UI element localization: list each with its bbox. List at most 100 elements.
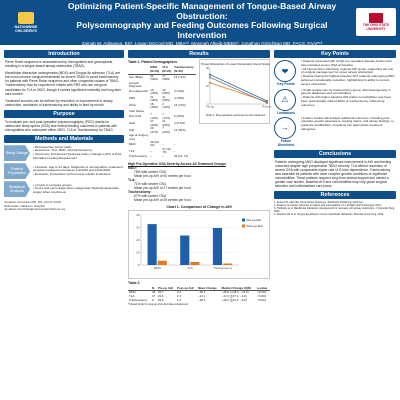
table2-note: *Closed circle for post-op pSG AHI data … — [128, 303, 189, 307]
table-cell: 29.6 — [157, 297, 164, 302]
table-row: Tracheostomy – –63 (21, 74) — [128, 155, 196, 159]
intro-heading: Introduction — [4, 50, 124, 58]
chart1-x-tick: TLA — [187, 266, 193, 270]
contact-line2: Nationwide Children's Hospital — [4, 203, 45, 208]
chart1-y-tick: 40 — [136, 213, 140, 217]
table-cell: – — [174, 141, 176, 146]
table-cell: 2 (10%) — [162, 101, 170, 109]
chart2-svg: Preop Distraction of Lower Respiratory E… — [201, 62, 272, 117]
key-points-heading: Key Points — [274, 50, 396, 58]
table-header-cell — [128, 65, 150, 75]
table-cell: 15 (28%) — [150, 87, 159, 96]
chart1-title: Chart 1. Comparison of Change in AHI — [166, 204, 232, 209]
table-cell: 3 (14%) — [174, 89, 185, 94]
table-cell: – — [162, 141, 164, 146]
table-cell: −26.5 (∑31.0, −9.0) — [221, 297, 247, 302]
chart2-caption: Chart 2. Post-operative outcomes by time… — [206, 113, 266, 117]
table-cell: Sex (Male) — [129, 75, 143, 80]
highlight-heading: High Pre-Operative OSA Severity Across A… — [128, 161, 226, 166]
table-row: Non-Cleft 7 (13%) 7 (17%) 6 (43%) — [128, 113, 196, 120]
purpose-heading: Purpose — [4, 109, 124, 118]
table-cell: 27 (43%) — [150, 119, 159, 127]
table-cell: <0.001 — [257, 294, 267, 299]
method-item: Exposures: TLA, MDO, and tracheostomy — [33, 149, 124, 153]
intro-p2: Mandibular distraction osteogenesis (MDO… — [5, 71, 122, 96]
table-cell: 9 — [151, 297, 154, 302]
table-header-row: MDO (N=54) TLA (N=22) Tracheostomy (N=22) — [128, 65, 196, 75]
method-chip: Study Design — [4, 145, 30, 162]
table-cell: 39 (29, 62) — [150, 140, 160, 148]
reference-item: 2. Abello et al. Airway outcomes in infa… — [274, 204, 382, 208]
key-point-item: Despite having the highest baseline AHI,… — [301, 74, 396, 86]
table-cell: Soft — [129, 127, 135, 132]
table-cell: – — [150, 148, 152, 153]
chart2-y-tick: 40 — [206, 66, 209, 70]
chart2-point — [209, 81, 211, 84]
table-header-cell: Post-op AHI — [176, 285, 197, 292]
intro-p3: Treatment success can be defined by reso… — [5, 98, 113, 107]
key-point-label: Key Points — [277, 82, 295, 86]
table-cell: Tracheostomy — [129, 297, 148, 302]
table-cell: MDO — [129, 141, 136, 146]
method-item: Outcomes: Full Apnea Hypopnea Index, Cha… — [33, 152, 124, 161]
table-cell: 21 (39%) — [150, 94, 159, 102]
chart1-bar — [212, 227, 223, 265]
key-point-row: →Future DirectionsFurther studies will a… — [274, 116, 396, 147]
key-point-row: ⚠LimitationsSmall sample size for trache… — [274, 88, 396, 115]
logo-right-mark-icon — [369, 12, 383, 23]
logo-mark-icon — [18, 11, 34, 24]
tla-label: TLA: — [128, 177, 136, 182]
table-header-cell — [128, 285, 151, 292]
table-cell: 17 — [151, 294, 156, 299]
table-cell: PRS — [129, 96, 135, 101]
table-cell: −28.4 — [198, 297, 206, 302]
table1-caption: Table 1. Patient Demographics — [128, 60, 178, 64]
chart2-point — [209, 76, 211, 79]
table-cell: Tracheostomy — [129, 154, 148, 159]
chart2-series-line — [209, 74, 268, 102]
chart1-y-tick: 10 — [136, 250, 140, 254]
mdo-line2: Mean pre-op AHI of 50 events per hour — [134, 173, 191, 178]
table-header-cell: N — [150, 285, 157, 292]
table-cell: −17.0 (∑27.0, −9.0) — [221, 294, 247, 299]
key-points-list: ❤Key PointsPatients presented with a hig… — [274, 59, 396, 147]
table-cell: −29.3 — [198, 290, 206, 295]
method-text: Retrospective cohort studyExposures: TLA… — [30, 145, 124, 161]
table-cell: 13 (59%) — [162, 87, 170, 96]
table-row: TLA –47 (32, 79) – — [128, 147, 196, 155]
table-header-row: N Pre-op AHI Post-op AHI Mean Change Median … — [128, 285, 270, 292]
method-row: Statistical Analysisχ² tests to compare … — [4, 181, 124, 198]
method-row: Study DesignRetrospective cohort studyEx… — [4, 145, 124, 162]
table-row: MDO 36 32.7 3.4 −29.3 −26.5 (∔45.1, −12.9) <0.… — [128, 291, 270, 295]
table-cell: 7 (13%) — [150, 112, 159, 120]
key-point-item: All interventions effectively reduced AH… — [301, 67, 396, 76]
method-chip: Patient Population — [4, 163, 30, 180]
chart1-bar — [147, 223, 157, 265]
chart1-legend-label: Pre-op AHI — [247, 218, 262, 222]
table-cell: Hard — [129, 120, 136, 125]
table-cell: <0.001 — [257, 297, 267, 302]
nationwide-childrens-logo: NATIONWIDE CHILDREN'S — [4, 8, 48, 36]
trach-line1: 67% with severe OSA — [134, 193, 167, 198]
chart1-legend-swatch — [242, 224, 245, 228]
methods-heading: Methods and Materials — [4, 135, 124, 144]
table-cell: Genetic Diagnosis — [129, 80, 142, 89]
chart1-bar — [180, 235, 190, 265]
chart2-point — [209, 73, 211, 76]
chart2-series-line — [209, 76, 268, 104]
table-row: Soft 20 (37%) 7 (23%) 19 (90%) — [128, 127, 196, 134]
chart1-bar — [190, 261, 200, 265]
table-row: Other 18 (33%) 2 (10%) 15 (71%) — [128, 102, 196, 109]
tla-line1: 71% with severe OSA — [134, 181, 167, 186]
key-point-icon: ⚠ — [274, 88, 296, 111]
method-item: Exclusion: Procedures performed at outsi… — [33, 172, 124, 177]
table-cell — [173, 82, 196, 89]
table-header-cell: Tracheostomy (N=22) — [173, 65, 196, 75]
table-row: Genetic Diagnosis — [128, 80, 196, 89]
ahi-table: N Pre-op AHI Post-op AHI Mean Change Median … — [128, 285, 270, 303]
key-point-label: Limitations — [276, 110, 296, 115]
method-text: Inclusion: Age 0–31 days, Diagnosis of m… — [30, 165, 124, 177]
chart2-box: Preop Distraction of Lower Respiratory E… — [199, 59, 272, 124]
method-item: Retrospective cohort study — [33, 145, 124, 150]
key-point-text: Small sample size for tracheostomy group… — [298, 88, 396, 115]
